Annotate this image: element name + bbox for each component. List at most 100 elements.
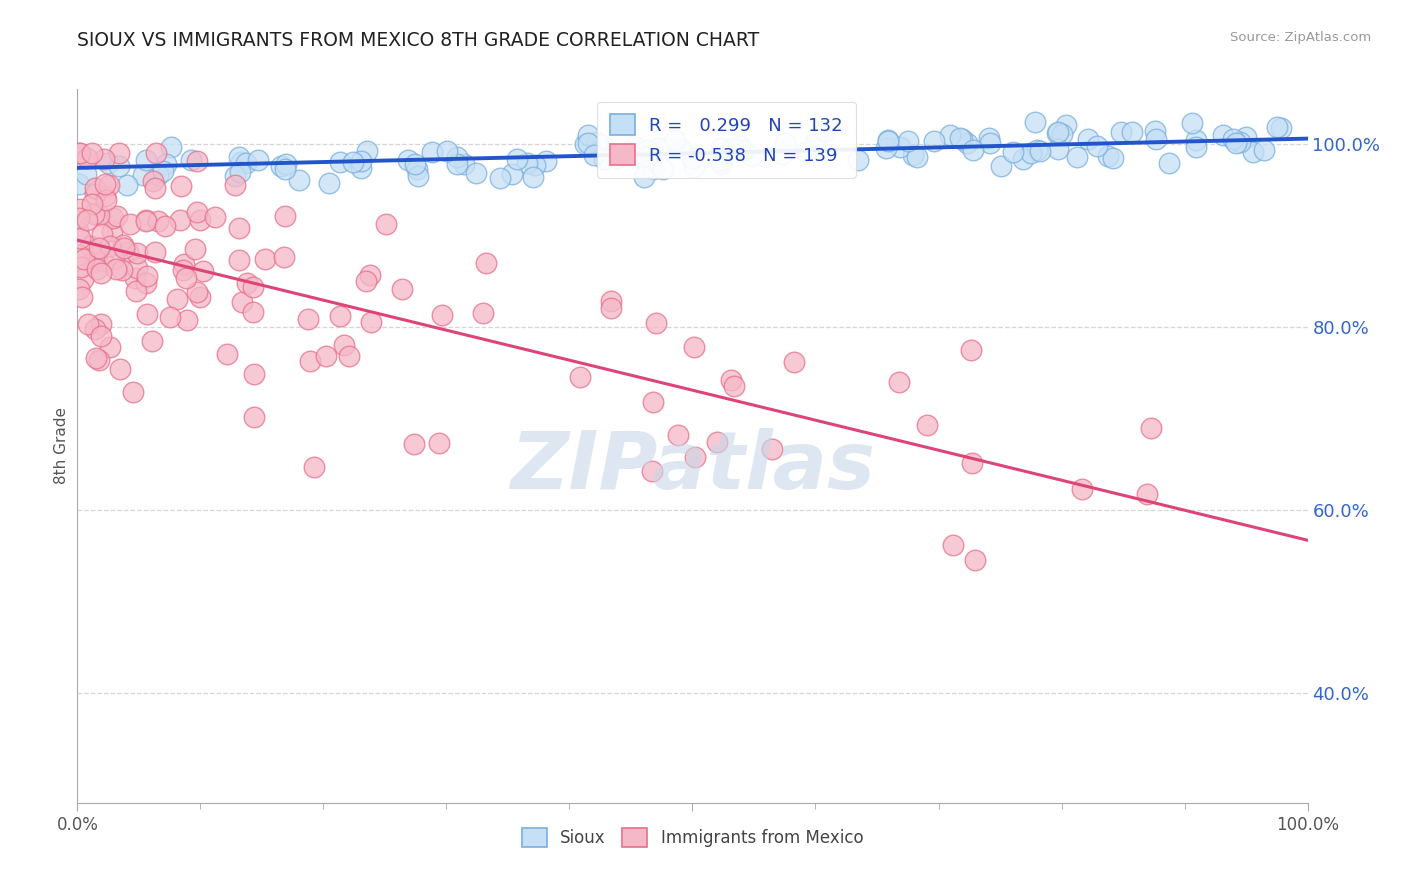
Point xyxy=(186,285,208,299)
Point xyxy=(685,450,707,465)
Point xyxy=(84,187,107,202)
Point xyxy=(1121,125,1143,139)
Point xyxy=(69,202,91,216)
Point xyxy=(939,128,962,142)
Point xyxy=(977,131,1000,145)
Point xyxy=(505,153,527,167)
Point xyxy=(436,144,458,158)
Point xyxy=(342,154,364,169)
Point xyxy=(83,181,105,195)
Point xyxy=(91,254,114,268)
Point xyxy=(72,271,94,285)
Point xyxy=(915,418,938,433)
Point xyxy=(887,375,910,389)
Point xyxy=(224,169,246,183)
Point xyxy=(142,174,165,188)
Point xyxy=(152,163,174,178)
Point xyxy=(1028,144,1050,158)
Point xyxy=(173,257,195,271)
Point xyxy=(288,172,311,186)
Point xyxy=(67,211,90,225)
Point xyxy=(191,264,214,278)
Point xyxy=(606,151,628,165)
Point xyxy=(1050,127,1073,141)
Point xyxy=(446,150,468,164)
Point xyxy=(1144,132,1167,146)
Point xyxy=(574,136,596,151)
Point xyxy=(1019,146,1042,161)
Point xyxy=(135,153,157,167)
Point xyxy=(1265,120,1288,134)
Point xyxy=(91,227,114,241)
Point xyxy=(1109,126,1132,140)
Point xyxy=(876,133,898,147)
Point xyxy=(318,177,340,191)
Point xyxy=(1270,120,1292,135)
Point xyxy=(170,179,193,194)
Point xyxy=(583,148,606,162)
Point xyxy=(501,168,523,182)
Point xyxy=(600,301,623,315)
Point xyxy=(69,260,91,274)
Point xyxy=(104,261,127,276)
Point xyxy=(641,161,664,176)
Point xyxy=(97,156,120,170)
Point xyxy=(1054,118,1077,132)
Point xyxy=(186,205,208,219)
Point xyxy=(135,212,157,227)
Point xyxy=(66,224,89,238)
Point xyxy=(1212,128,1234,143)
Point xyxy=(773,136,796,150)
Point xyxy=(990,159,1012,173)
Point xyxy=(125,260,148,275)
Point xyxy=(100,224,122,238)
Point xyxy=(720,373,742,387)
Point xyxy=(215,347,238,361)
Point xyxy=(1001,145,1024,159)
Point xyxy=(125,284,148,298)
Point xyxy=(666,427,689,442)
Point xyxy=(67,146,90,161)
Point xyxy=(67,282,90,296)
Y-axis label: 8th Grade: 8th Grade xyxy=(53,408,69,484)
Point xyxy=(804,133,827,147)
Point xyxy=(69,146,91,161)
Point xyxy=(1025,143,1047,157)
Point xyxy=(184,242,207,256)
Point xyxy=(90,266,112,280)
Point xyxy=(623,139,645,153)
Point xyxy=(420,145,443,160)
Point xyxy=(112,241,135,255)
Point xyxy=(489,171,512,186)
Point xyxy=(631,150,654,164)
Point xyxy=(174,270,197,285)
Point xyxy=(83,206,105,220)
Point xyxy=(67,178,90,192)
Point xyxy=(84,351,107,365)
Point xyxy=(350,153,373,168)
Text: ZIPatlas: ZIPatlas xyxy=(510,428,875,507)
Point xyxy=(683,340,706,354)
Point xyxy=(654,141,676,155)
Point xyxy=(97,178,120,192)
Point xyxy=(959,343,981,357)
Point xyxy=(522,169,544,184)
Point xyxy=(188,290,211,304)
Point xyxy=(402,436,425,450)
Point xyxy=(901,148,924,162)
Point xyxy=(1066,150,1088,164)
Point xyxy=(1157,156,1180,170)
Point xyxy=(105,209,128,223)
Point xyxy=(770,147,793,161)
Point xyxy=(723,378,745,392)
Point xyxy=(962,143,984,157)
Point xyxy=(302,460,325,475)
Point xyxy=(235,276,257,290)
Point xyxy=(82,254,104,268)
Point xyxy=(962,457,984,471)
Point xyxy=(1253,143,1275,157)
Point xyxy=(516,156,538,170)
Point xyxy=(188,213,211,227)
Point xyxy=(875,141,897,155)
Point xyxy=(534,154,557,169)
